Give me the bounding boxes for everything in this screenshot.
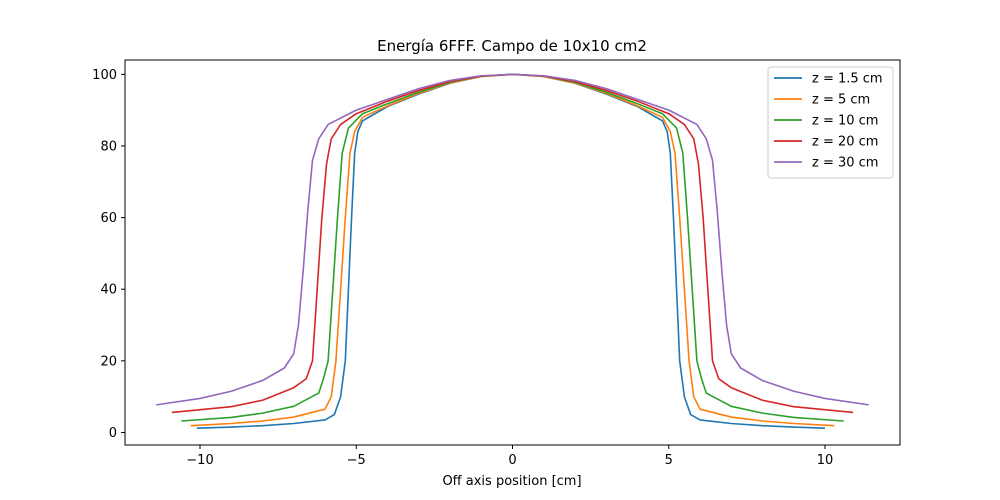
x-tick-label: 5 (665, 453, 673, 468)
y-tick-label: 20 (100, 354, 117, 369)
series-line-3 (181, 73, 844, 422)
y-tick-label: 40 (100, 283, 117, 298)
legend: z = 1.5 cm z = 5 cm z = 10 cm z = 20 cm z = … (767, 66, 894, 179)
x-axis-label: Off axis position [cm] (442, 474, 581, 489)
y-tick-label: 80 (100, 139, 117, 154)
chart-title: Energía 6FFF. Campo de 10x10 cm2 (377, 37, 647, 55)
y-tick-label: 100 (92, 68, 117, 83)
legend-entry: z = 5 cm (812, 93, 870, 108)
legend-entry: z = 30 cm (812, 156, 878, 171)
y-tick-label: 0 (109, 426, 117, 441)
x-tick-label: −10 (186, 453, 213, 468)
x-tick-label: 0 (508, 453, 516, 468)
x-tick-label: −5 (347, 453, 366, 468)
series-line-4 (171, 73, 854, 414)
series-layer (156, 73, 869, 429)
x-tick-label: 10 (817, 453, 834, 468)
series-line-5 (156, 73, 869, 406)
series-line-2 (190, 73, 835, 427)
y-tick-label: 60 (100, 211, 117, 226)
legend-entry: z = 20 cm (812, 135, 878, 150)
legend-entry: z = 1.5 cm (812, 72, 883, 87)
legend-box (767, 66, 894, 179)
y-axis: 0 20 40 60 80 100 (92, 68, 125, 441)
legend-entry: z = 10 cm (812, 114, 878, 129)
series-line-1 (196, 73, 826, 429)
plot-area: −10 −5 0 5 10 0 20 40 60 80 100 (92, 59, 901, 468)
x-axis: −10 −5 0 5 10 (186, 445, 833, 468)
